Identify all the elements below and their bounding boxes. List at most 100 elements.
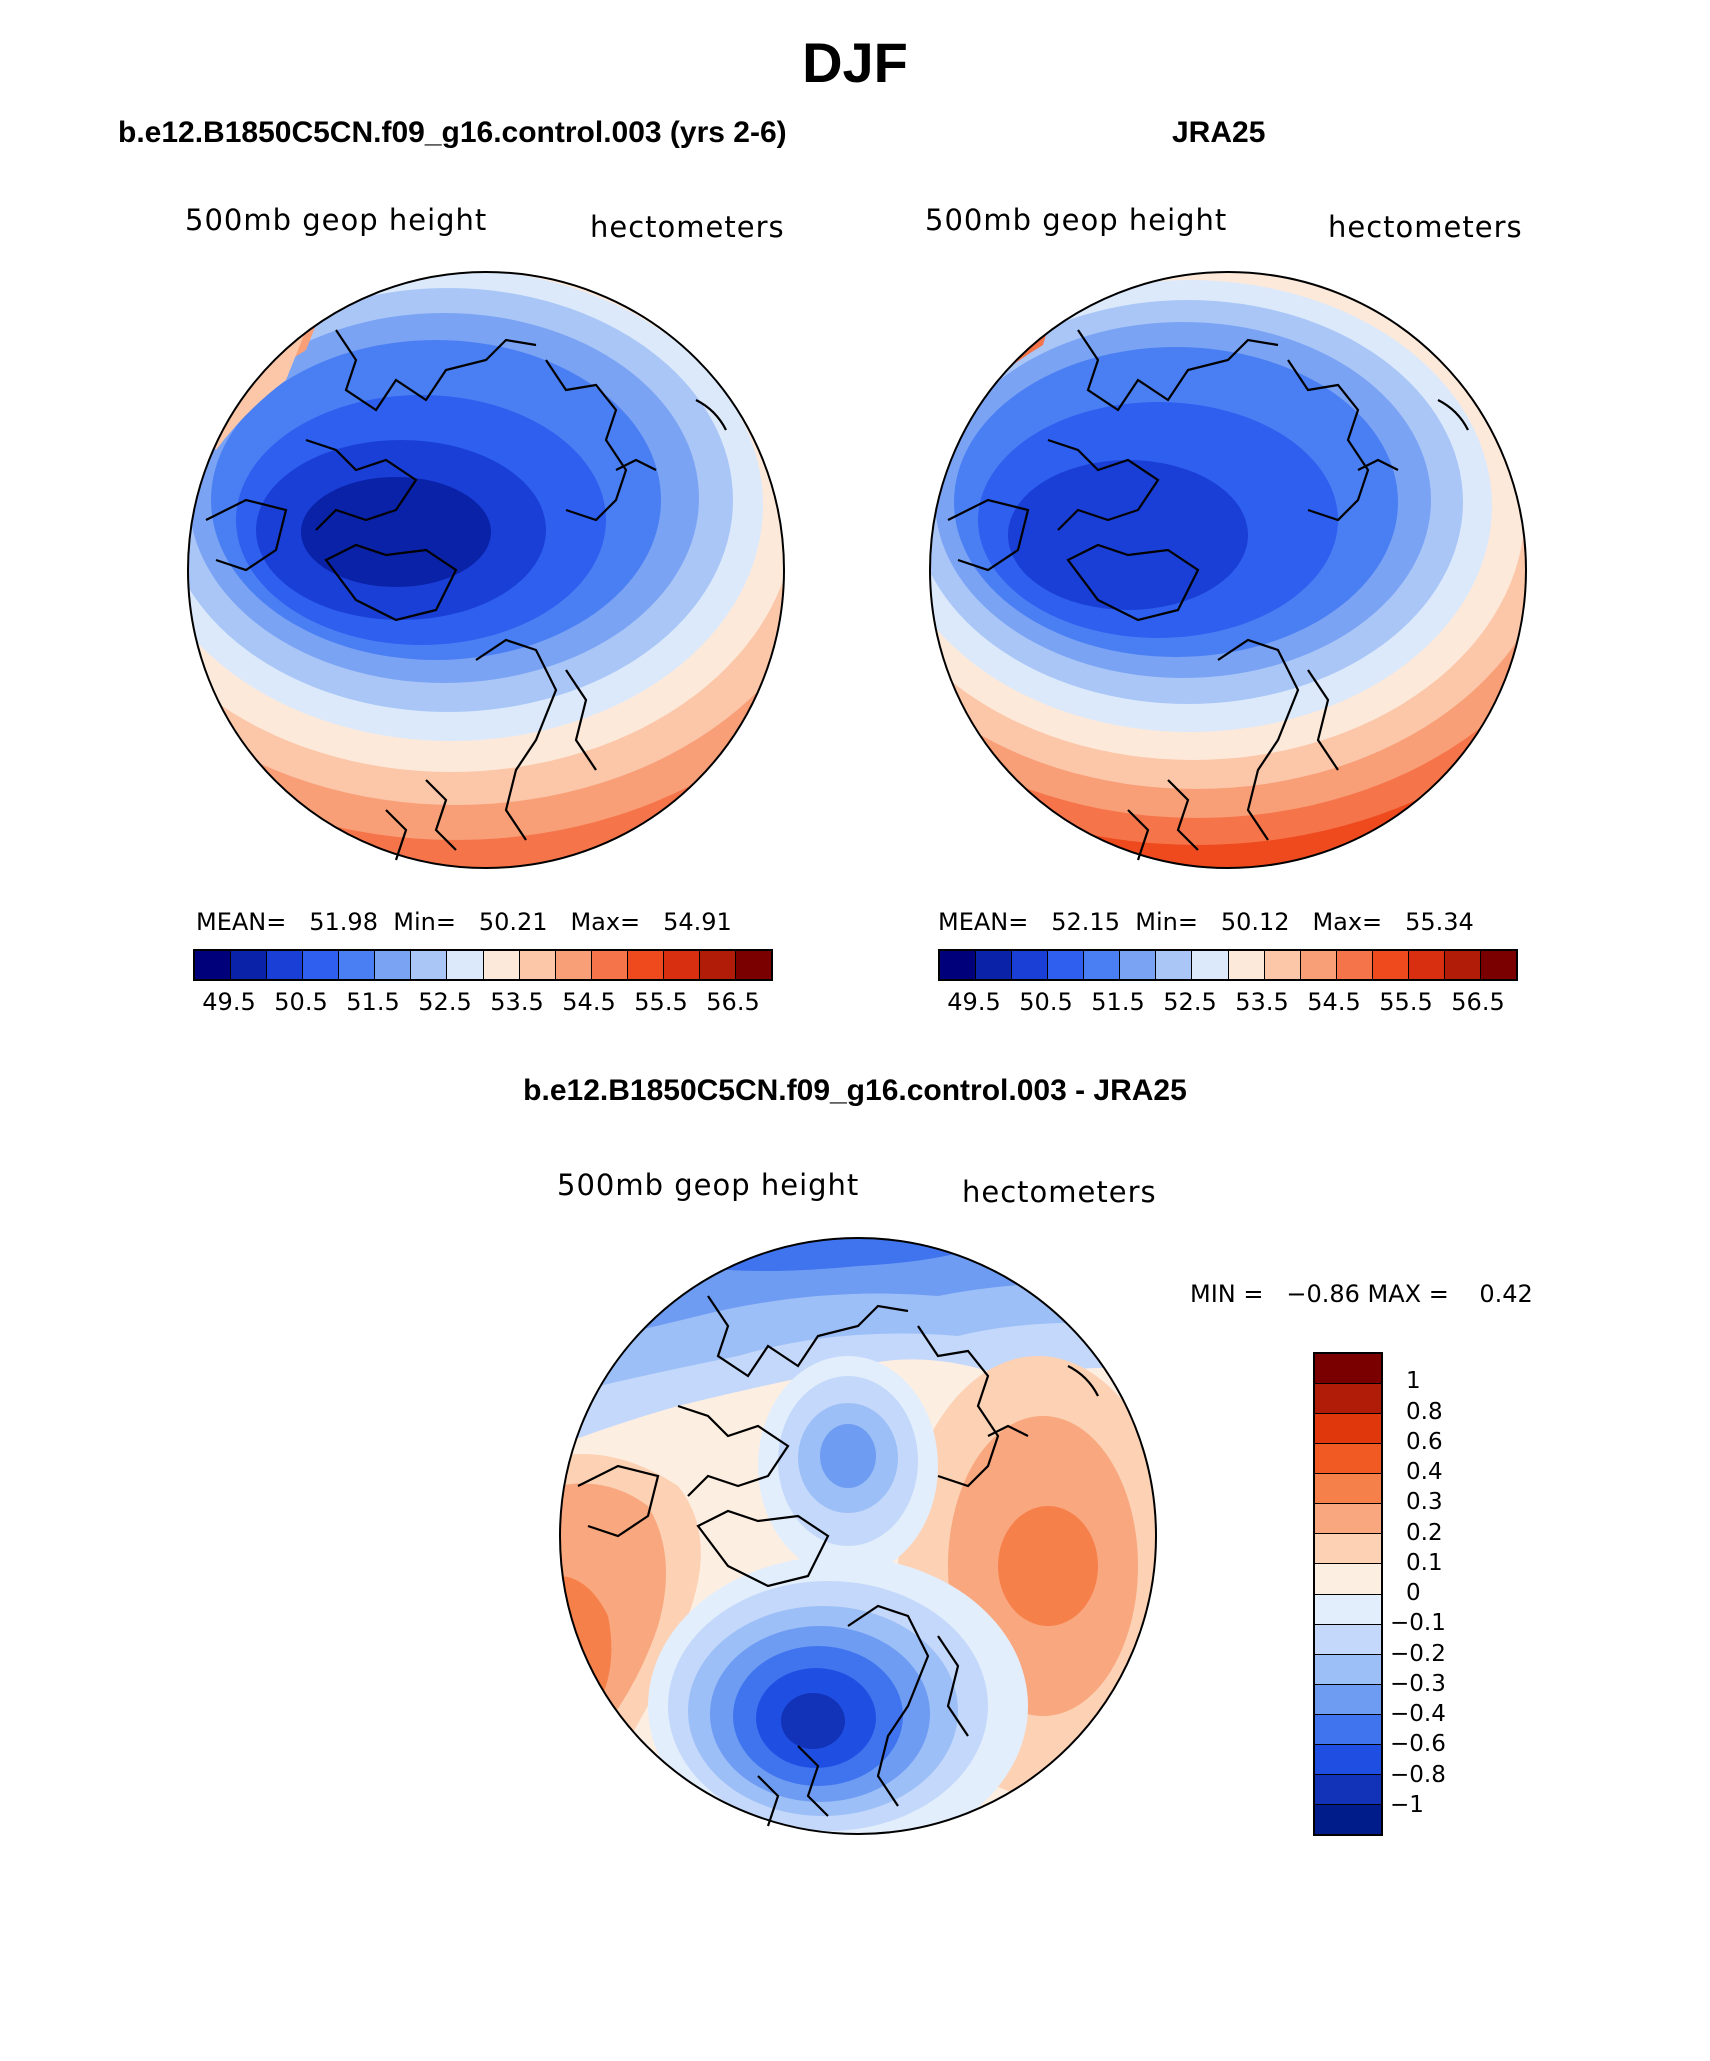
colorbar-swatch <box>627 951 664 979</box>
colorbar-labels-model: 49.5 50.5 51.5 52.5 53.5 54.5 55.5 56.5 <box>193 988 769 1018</box>
colorbar-tick-label: 50.5 <box>1019 988 1073 1016</box>
colorbar-swatch <box>1315 1744 1381 1775</box>
diff-minmax: MIN = −0.86 MAX = 0.42 <box>1190 1280 1533 1308</box>
colorbar-swatch <box>267 951 304 979</box>
colorbar-tick-label: 0.1 <box>1406 1549 1443 1576</box>
polar-map-obs <box>929 271 1527 869</box>
colorbar-swatch <box>1315 1384 1381 1415</box>
colorbar-swatch <box>591 951 628 979</box>
colorbar-tick-label: 0.6 <box>1406 1428 1443 1455</box>
colorbar-labels-diff: 1 0.8 0.6 0.4 0.3 0.2 0.1 0 −0.1 −0.2 −0.3 −0.4 −0.6… <box>1390 1352 1510 1832</box>
colorbar-swatch <box>1336 951 1373 979</box>
colorbar-swatch <box>735 951 771 979</box>
colorbar-tick-label: 49.5 <box>202 988 256 1016</box>
colorbar-swatch <box>447 951 484 979</box>
colorbar-tick-label: 54.5 <box>1307 988 1361 1016</box>
colorbar-swatch <box>483 951 520 979</box>
colorbar-swatch <box>663 951 700 979</box>
min-value: 50.21 <box>478 908 548 936</box>
panel-title-model: b.e12.B1850C5CN.f09_g16.control.003 (yrs… <box>118 116 787 149</box>
colorbar-tick-label: 0 <box>1406 1580 1421 1606</box>
colorbar-swatch <box>1408 951 1445 979</box>
colorbar-swatch <box>1315 1594 1381 1625</box>
colorbar-labels-obs: 49.5 50.5 51.5 52.5 53.5 54.5 55.5 56.5 <box>938 988 1514 1018</box>
polar-map-diff <box>559 1237 1157 1835</box>
colorbar-swatch <box>940 951 977 979</box>
colorbar-swatch <box>1012 951 1049 979</box>
colorbar-swatch <box>1192 951 1229 979</box>
colorbar-tick-label: 52.5 <box>418 988 472 1016</box>
colorbar-swatch <box>411 951 448 979</box>
colorbar-tick-label: 53.5 <box>490 988 544 1016</box>
stats-model: MEAN= 51.98 Min= 50.21 Max= 54.91 <box>196 908 732 936</box>
colorbar-tick-label: −0.6 <box>1390 1731 1446 1758</box>
max-label: Max= <box>570 908 641 936</box>
colorbar-obs <box>938 949 1518 981</box>
colorbar-swatch <box>1372 951 1409 979</box>
max-value: 55.34 <box>1405 908 1474 936</box>
mean-label: MEAN= <box>938 908 1029 936</box>
min-label: Min= <box>1135 908 1198 936</box>
colorbar-swatch <box>1315 1804 1381 1834</box>
colorbar-swatch <box>555 951 592 979</box>
colorbar-tick-label: 49.5 <box>947 988 1001 1016</box>
colorbar-diff <box>1313 1352 1383 1836</box>
colorbar-swatch <box>375 951 412 979</box>
mean-label: MEAN= <box>196 908 287 936</box>
panel-title-obs: JRA25 <box>1172 116 1266 149</box>
units-label-obs: hectometers <box>1328 210 1523 244</box>
colorbar-tick-label: 50.5 <box>274 988 328 1016</box>
colorbar-swatch <box>1084 951 1121 979</box>
colorbar-tick-label: 51.5 <box>1091 988 1145 1016</box>
colorbar-tick-label: 52.5 <box>1163 988 1217 1016</box>
colorbar-tick-label: −0.2 <box>1390 1640 1446 1667</box>
colorbar-swatch <box>1156 951 1193 979</box>
colorbar-swatch <box>1444 951 1481 979</box>
colorbar-tick-label: −0.1 <box>1390 1610 1446 1637</box>
colorbar-tick-label: 0.2 <box>1406 1519 1443 1546</box>
polar-map-model <box>187 271 785 869</box>
colorbar-tick-label: 53.5 <box>1235 988 1289 1016</box>
colorbar-swatch <box>1228 951 1265 979</box>
colorbar-tick-label: 54.5 <box>562 988 616 1016</box>
variable-label-model: 500mb geop height <box>185 203 488 237</box>
variable-label-obs: 500mb geop height <box>925 203 1228 237</box>
colorbar-tick-label: −0.8 <box>1390 1761 1446 1788</box>
colorbar-swatch <box>1315 1684 1381 1715</box>
colorbar-tick-label: 56.5 <box>706 988 760 1016</box>
colorbar-tick-label: 51.5 <box>346 988 400 1016</box>
figure-title: DJF <box>802 31 908 94</box>
colorbar-swatch <box>195 951 232 979</box>
colorbar-swatch <box>1315 1534 1381 1565</box>
colorbar-swatch <box>1315 1564 1381 1595</box>
colorbar-swatch <box>519 951 556 979</box>
colorbar-swatch <box>1315 1714 1381 1745</box>
mean-value: 52.15 <box>1051 908 1120 936</box>
colorbar-tick-label: −0.4 <box>1390 1701 1446 1727</box>
colorbar-swatch <box>1264 951 1301 979</box>
colorbar-model <box>193 949 773 981</box>
colorbar-tick-label: −0.3 <box>1390 1670 1446 1697</box>
colorbar-swatch <box>699 951 736 979</box>
variable-label-diff: 500mb geop height <box>557 1168 860 1202</box>
units-label-model: hectometers <box>590 210 785 244</box>
colorbar-tick-label: 55.5 <box>634 988 688 1016</box>
colorbar-swatch <box>1120 951 1157 979</box>
colorbar-swatch <box>1480 951 1516 979</box>
max-label: Max= <box>1312 908 1383 936</box>
colorbar-tick-label: 0.4 <box>1406 1459 1443 1485</box>
min-value: 50.12 <box>1220 908 1290 936</box>
colorbar-swatch <box>303 951 340 979</box>
colorbar-swatch <box>1315 1354 1381 1385</box>
colorbar-swatch <box>339 951 376 979</box>
colorbar-swatch <box>1315 1474 1381 1505</box>
colorbar-swatch <box>1315 1444 1381 1475</box>
colorbar-swatch <box>1315 1414 1381 1445</box>
colorbar-tick-label: 0.8 <box>1406 1398 1443 1425</box>
colorbar-swatch <box>1300 951 1337 979</box>
min-label: Min= <box>393 908 456 936</box>
colorbar-tick-label: 1 <box>1406 1368 1421 1395</box>
colorbar-swatch <box>1315 1624 1381 1655</box>
colorbar-tick-label: 0.3 <box>1406 1489 1443 1516</box>
colorbar-swatch <box>231 951 268 979</box>
